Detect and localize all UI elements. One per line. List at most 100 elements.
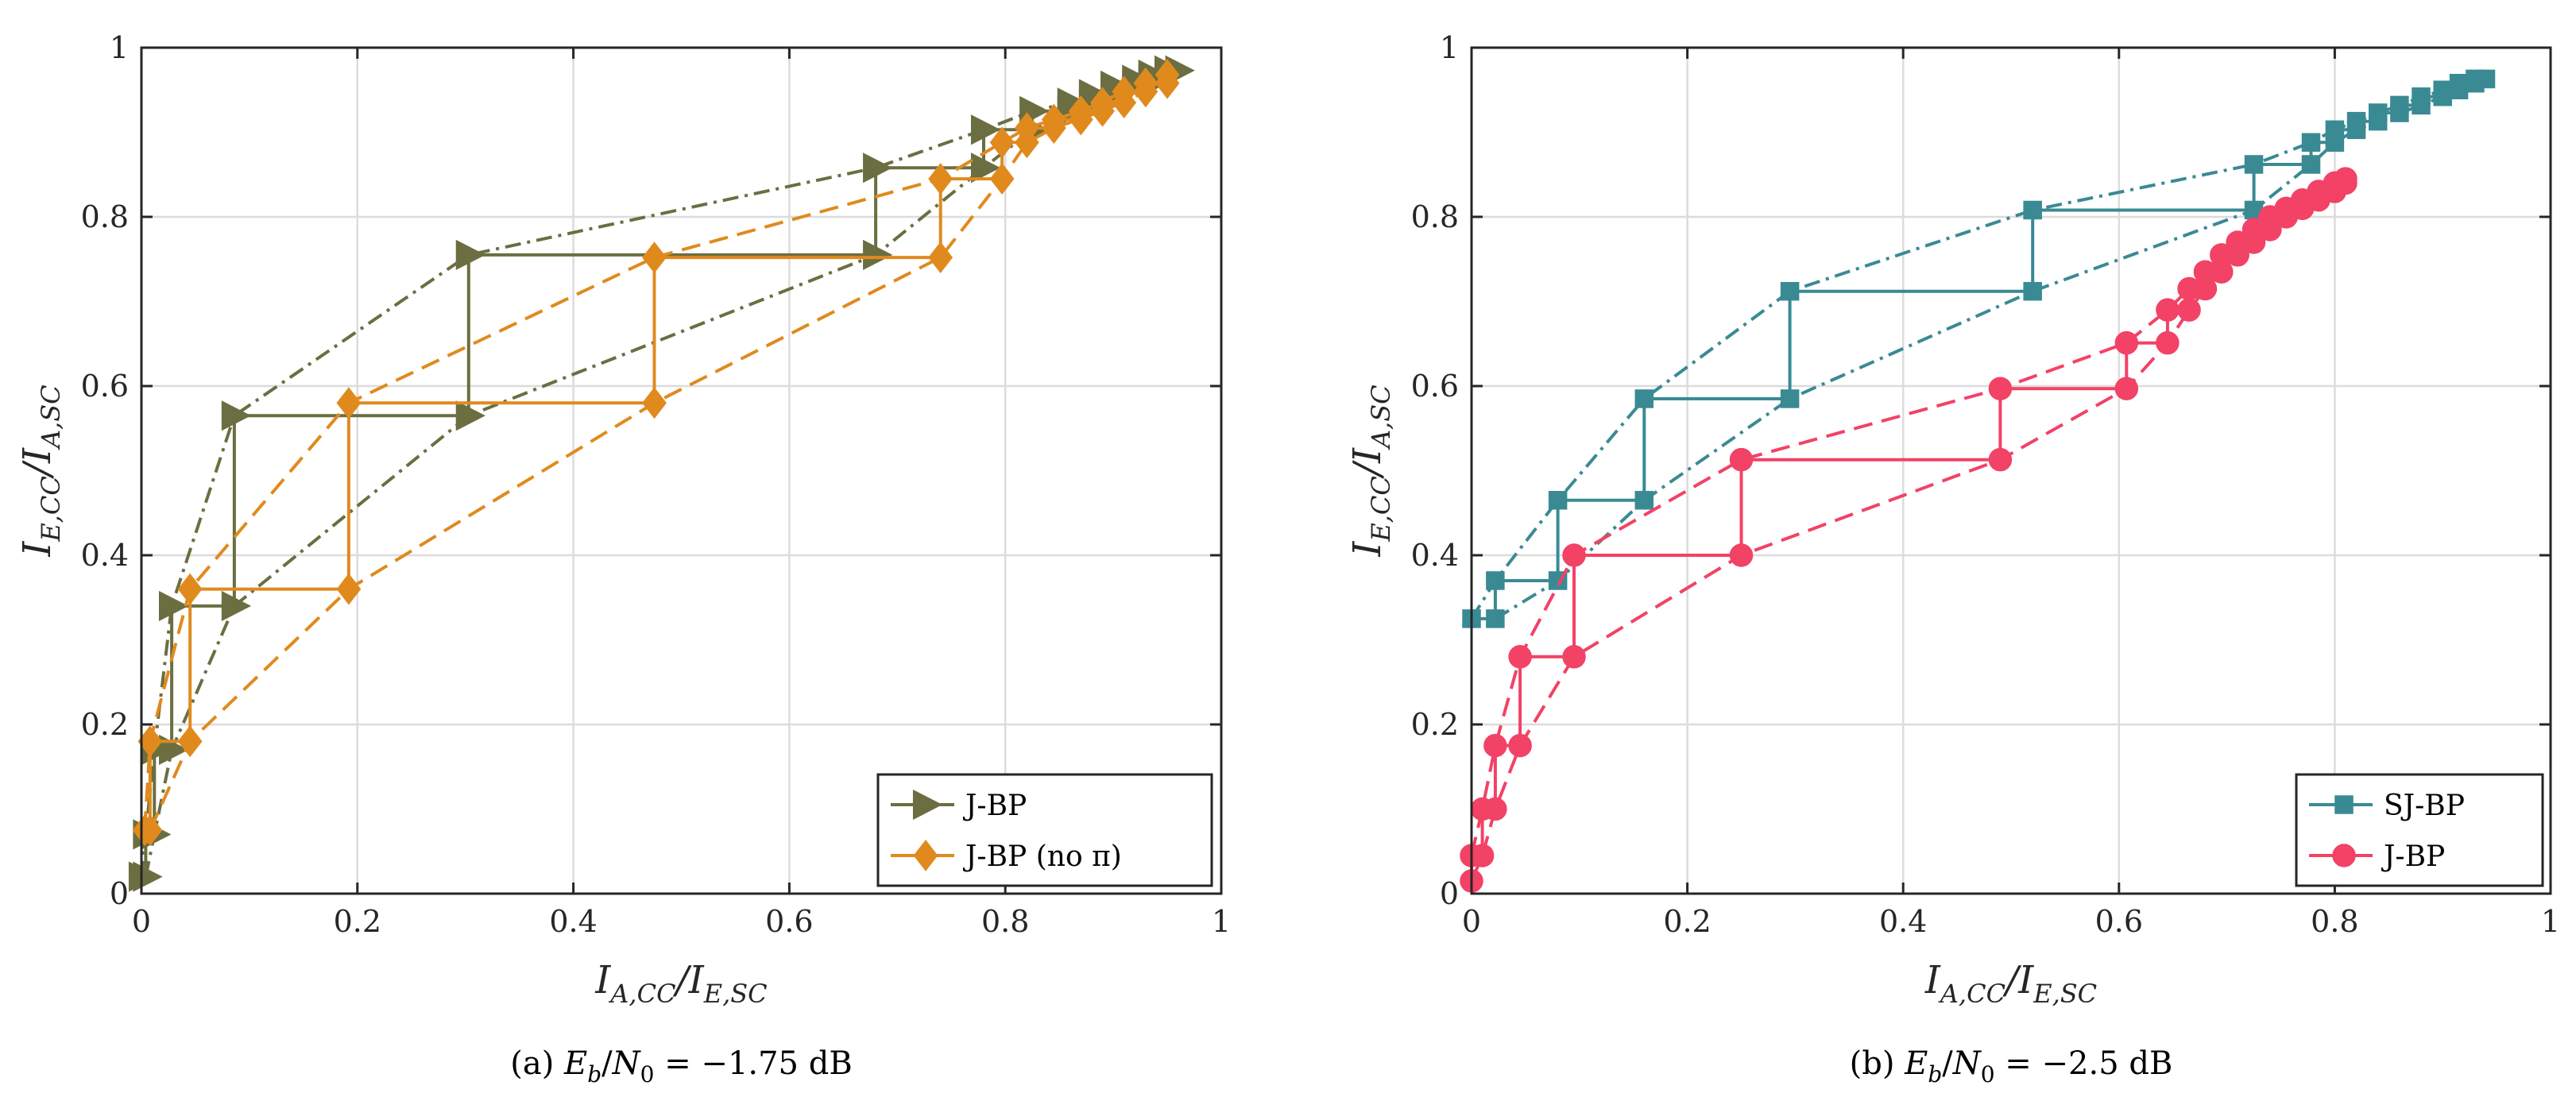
x-tick-label: 0.8 bbox=[981, 904, 1029, 939]
data-point bbox=[2433, 80, 2452, 99]
data-point bbox=[1988, 447, 2013, 472]
panel-b: 00 0.2 0.2 0.4 0.4 0.6 0.6 0.8 0.8 1 1 IA,CC/IE,SC I… bbox=[1345, 30, 2560, 1087]
data-point bbox=[863, 239, 893, 271]
data-point bbox=[928, 241, 953, 274]
y-tick-label: 0.4 bbox=[1411, 538, 1459, 573]
legend-label: J-BP bbox=[2381, 840, 2445, 873]
data-point bbox=[1729, 543, 1754, 567]
data-point bbox=[1729, 447, 1754, 472]
y-tick-label: 0.6 bbox=[81, 369, 129, 404]
y-axis-label: IE,CC/IA,SC bbox=[1345, 384, 1396, 557]
legend-label: SJ-BP bbox=[2384, 790, 2465, 822]
data-point bbox=[2023, 200, 2042, 220]
y-tick-label: 0.2 bbox=[81, 707, 129, 742]
data-point bbox=[2476, 69, 2496, 89]
plot-frame bbox=[140, 46, 1223, 895]
legend-box bbox=[876, 773, 1213, 887]
data-point bbox=[1508, 645, 1532, 669]
data-point bbox=[1133, 67, 1158, 99]
data-point bbox=[221, 400, 252, 431]
data-point bbox=[177, 573, 203, 605]
x-tick-label: 0.4 bbox=[1879, 904, 1927, 939]
data-point bbox=[863, 153, 893, 183]
data-point bbox=[455, 400, 485, 431]
subfigure-caption: (b) Eb/N0 = −2.5 dB bbox=[1850, 1045, 2173, 1087]
x-tick-label: 0 bbox=[132, 904, 151, 939]
plot-area bbox=[1472, 48, 2551, 894]
y-tick-label: 0.2 bbox=[1411, 707, 1459, 742]
x-tick-label: 0.6 bbox=[765, 904, 813, 939]
x-tick-label: 0.8 bbox=[2311, 904, 2358, 939]
data-point bbox=[1155, 59, 1180, 91]
data-point bbox=[989, 163, 1015, 195]
data-point bbox=[989, 126, 1015, 159]
y-tick-label: 1 bbox=[110, 30, 129, 65]
plot-area bbox=[141, 48, 1221, 894]
data-point bbox=[1470, 844, 1495, 867]
data-point bbox=[1486, 571, 1505, 590]
x-axis-label: IA,CC/IE,SC bbox=[1924, 958, 2097, 1009]
legend-label: J-BP bbox=[962, 790, 1027, 822]
y-tick-label: 0 bbox=[110, 876, 129, 911]
data-point bbox=[2114, 330, 2139, 355]
data-point bbox=[1068, 95, 1093, 127]
y-axis-label: IE,CC/IA,SC bbox=[15, 384, 66, 557]
data-point bbox=[177, 725, 203, 758]
y-tick-label: 0.8 bbox=[1411, 199, 1459, 234]
data-point bbox=[221, 590, 252, 621]
x-tick-label: 0.2 bbox=[1663, 904, 1711, 939]
x-tick-label: 0.6 bbox=[2095, 904, 2143, 939]
data-point bbox=[1483, 733, 1507, 758]
legend-box bbox=[2295, 773, 2544, 887]
legend-label: J-BP (no π) bbox=[962, 840, 1122, 873]
data-point bbox=[2023, 281, 2042, 301]
data-point bbox=[928, 163, 953, 195]
data-point bbox=[1041, 103, 1066, 136]
data-point bbox=[1780, 389, 1800, 408]
data-point bbox=[1780, 281, 1800, 301]
legend: SJ-BP J-BP bbox=[2295, 773, 2544, 887]
y-tick-label: 0.4 bbox=[81, 538, 129, 573]
x-tick-label: 0.4 bbox=[549, 904, 597, 939]
data-point bbox=[1562, 645, 1586, 669]
plot-frame bbox=[1470, 46, 2552, 895]
data-point bbox=[1988, 377, 2013, 400]
data-point bbox=[642, 387, 667, 419]
data-point bbox=[1090, 87, 1115, 119]
y-tick-label: 0 bbox=[1440, 876, 1459, 911]
legend-marker bbox=[913, 840, 938, 871]
data-point bbox=[1508, 733, 1532, 758]
data-point bbox=[336, 387, 362, 419]
data-point bbox=[2301, 155, 2321, 174]
data-point bbox=[1634, 389, 1654, 408]
data-point bbox=[2368, 103, 2388, 122]
data-point bbox=[1483, 797, 1507, 821]
y-tick-label: 1 bbox=[1440, 30, 1459, 65]
data-point bbox=[970, 153, 1001, 183]
data-point bbox=[2412, 87, 2431, 106]
data-point bbox=[642, 241, 667, 274]
data-point bbox=[1486, 609, 1505, 628]
panel-a: 00 0.2 0.2 0.4 0.4 0.6 0.6 0.8 0.8 1 1 IA,CC/IE,SC I… bbox=[15, 30, 1231, 1087]
decoder-curve-lower bbox=[144, 68, 1179, 878]
data-point bbox=[455, 239, 485, 271]
y-tick-label: 0.6 bbox=[1411, 369, 1459, 404]
x-axis-label: IA,CC/IE,SC bbox=[594, 958, 767, 1009]
y-tick-label: 0.8 bbox=[81, 199, 129, 234]
data-point bbox=[2114, 377, 2139, 400]
data-point bbox=[2449, 73, 2469, 93]
data-point bbox=[2390, 95, 2409, 115]
legend-marker bbox=[2334, 795, 2354, 814]
x-tick-label: 1 bbox=[1212, 904, 1231, 939]
data-point bbox=[2156, 298, 2180, 322]
data-point bbox=[2244, 155, 2264, 174]
data-point bbox=[159, 590, 189, 621]
x-tick-label: 0 bbox=[1462, 904, 1481, 939]
data-point bbox=[2301, 133, 2321, 153]
data-point bbox=[1562, 543, 1586, 567]
legend-marker bbox=[2332, 844, 2356, 867]
data-point bbox=[970, 114, 1001, 145]
x-tick-label: 1 bbox=[2541, 904, 2560, 939]
legend: J-BP J-BP (no π) bbox=[876, 773, 1213, 887]
